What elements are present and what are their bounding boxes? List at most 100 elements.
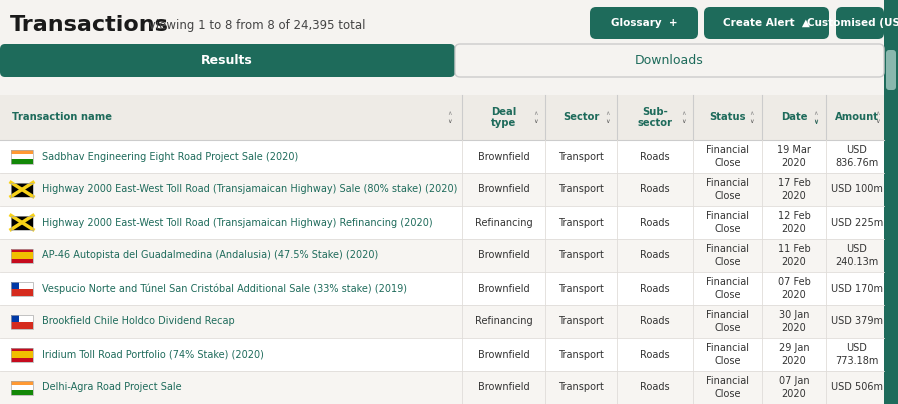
Text: Roads: Roads (640, 152, 670, 162)
Text: AP-46 Autopista del Guadalmedina (Andalusia) (47.5% Stake) (2020): AP-46 Autopista del Guadalmedina (Andalu… (42, 250, 378, 261)
Text: Sadbhav Engineering Eight Road Project Sale (2020): Sadbhav Engineering Eight Road Project S… (42, 152, 298, 162)
Text: Refinancing: Refinancing (475, 217, 533, 227)
Text: Highway 2000 East-West Toll Road (Transjamaican Highway) Refinancing (2020): Highway 2000 East-West Toll Road (Transj… (42, 217, 433, 227)
Bar (11, 314, 33, 322)
Bar (11, 248, 33, 252)
Text: USD
240.13m: USD 240.13m (835, 244, 878, 267)
Bar (11, 215, 33, 229)
Text: Brownfield: Brownfield (478, 284, 529, 293)
Bar (11, 390, 33, 394)
Text: ∨: ∨ (876, 119, 880, 124)
Text: 11 Feb
2020: 11 Feb 2020 (778, 244, 810, 267)
Text: Roads: Roads (640, 316, 670, 326)
Text: Transport: Transport (558, 316, 604, 326)
Text: Brownfield: Brownfield (478, 349, 529, 360)
Bar (11, 314, 19, 322)
Text: Create Alert  ▲: Create Alert ▲ (723, 18, 810, 28)
Text: Amount: Amount (835, 112, 879, 122)
Bar (0, 140, 884, 173)
Text: Brownfield: Brownfield (478, 383, 529, 393)
Bar (0, 239, 884, 272)
Text: Financial
Close: Financial Close (706, 211, 749, 234)
Text: Roads: Roads (640, 217, 670, 227)
Bar (11, 215, 33, 229)
Text: 12 Feb
2020: 12 Feb 2020 (778, 211, 810, 234)
Text: Status: Status (709, 112, 745, 122)
Text: Financial
Close: Financial Close (706, 178, 749, 201)
Text: USD 379m: USD 379m (831, 316, 883, 326)
Bar (11, 347, 33, 351)
Text: USD 506m: USD 506m (831, 383, 883, 393)
Text: ∧: ∧ (876, 111, 880, 116)
Bar (11, 351, 33, 358)
Text: Transactions: Transactions (10, 15, 169, 35)
Bar (11, 252, 33, 259)
Text: Results: Results (201, 54, 253, 67)
Text: 29 Jan
2020: 29 Jan 2020 (779, 343, 809, 366)
Bar (11, 322, 33, 328)
Bar (11, 282, 19, 288)
Bar (0, 206, 884, 239)
Bar (11, 259, 33, 263)
Text: Deal
type: Deal type (491, 107, 516, 128)
Bar (11, 385, 33, 390)
Text: 07 Feb
2020: 07 Feb 2020 (778, 277, 810, 300)
Text: ∨: ∨ (533, 119, 537, 124)
Text: 17 Feb
2020: 17 Feb 2020 (778, 178, 810, 201)
Text: USD
836.76m: USD 836.76m (835, 145, 878, 168)
Bar (0, 173, 884, 206)
Bar (11, 159, 33, 164)
Text: Vespucio Norte and Túnel San Cristóbal Additional Sale (33% stake) (2019): Vespucio Norte and Túnel San Cristóbal A… (42, 283, 407, 294)
Bar (0, 77, 884, 95)
Bar (0, 95, 884, 140)
Text: Delhi-Agra Road Project Sale: Delhi-Agra Road Project Sale (42, 383, 181, 393)
Bar (11, 282, 33, 288)
Text: Brookfield Chile Holdco Dividend Recap: Brookfield Chile Holdco Dividend Recap (42, 316, 234, 326)
Text: ∧: ∧ (814, 111, 818, 116)
Text: viewing 1 to 8 from 8 of 24,395 total: viewing 1 to 8 from 8 of 24,395 total (145, 19, 365, 32)
Text: USD 225m: USD 225m (831, 217, 883, 227)
Bar (11, 248, 33, 263)
Text: Transport: Transport (558, 284, 604, 293)
Text: Financial
Close: Financial Close (706, 310, 749, 333)
Text: Transport: Transport (558, 152, 604, 162)
Text: ∨: ∨ (448, 119, 453, 124)
Bar (0, 371, 884, 404)
Bar (11, 149, 33, 164)
Text: Date: Date (780, 112, 807, 122)
Text: Roads: Roads (640, 185, 670, 194)
FancyBboxPatch shape (590, 7, 698, 39)
Text: Highway 2000 East-West Toll Road (Transjamaican Highway) Sale (80% stake) (2020): Highway 2000 East-West Toll Road (Transj… (42, 185, 457, 194)
Text: Glossary  +: Glossary + (611, 18, 677, 28)
Bar (11, 183, 33, 196)
Text: ∨: ∨ (814, 119, 818, 124)
Text: Financial
Close: Financial Close (706, 244, 749, 267)
Text: Brownfield: Brownfield (478, 250, 529, 261)
Text: ∧: ∧ (681, 111, 685, 116)
Text: Roads: Roads (640, 284, 670, 293)
Text: ∨: ∨ (681, 119, 685, 124)
Text: ∧: ∧ (448, 111, 453, 116)
Text: 07 Jan
2020: 07 Jan 2020 (779, 376, 809, 399)
Bar (11, 149, 33, 154)
FancyBboxPatch shape (0, 44, 455, 77)
Text: Transport: Transport (558, 217, 604, 227)
Text: Financial
Close: Financial Close (706, 145, 749, 168)
Text: Transport: Transport (558, 185, 604, 194)
Bar (11, 288, 33, 295)
Text: Roads: Roads (640, 383, 670, 393)
Text: Transport: Transport (558, 383, 604, 393)
Text: Transport: Transport (558, 349, 604, 360)
Bar (11, 347, 33, 362)
Bar (0, 305, 884, 338)
Text: USD 170m: USD 170m (831, 284, 883, 293)
Bar (0, 338, 884, 371)
Text: ∨: ∨ (604, 119, 610, 124)
Text: ∨: ∨ (814, 118, 819, 124)
Text: USD 100m: USD 100m (831, 185, 883, 194)
Text: Sector: Sector (563, 112, 599, 122)
Text: Financial
Close: Financial Close (706, 376, 749, 399)
Bar (11, 381, 33, 385)
FancyBboxPatch shape (836, 7, 884, 39)
Text: Downloads: Downloads (635, 54, 703, 67)
